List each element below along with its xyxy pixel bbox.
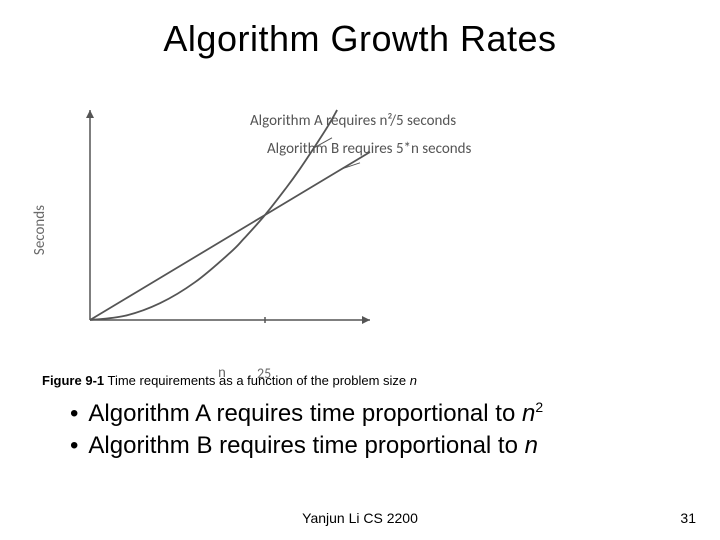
bullet-list: • Algorithm A requires time proportional… — [70, 398, 543, 463]
bullet-a-exp: 2 — [535, 399, 543, 415]
series-a-label: Algorithm A requires n²/5 seconds — [250, 112, 456, 130]
footer-center: Yanjun Li CS 2200 — [302, 510, 418, 526]
slide-title: Algorithm Growth Rates — [0, 0, 720, 60]
growth-chart: Seconds n 25 Algorithm A requires n²/5 s… — [50, 100, 510, 360]
chart-svg — [80, 100, 380, 330]
bullet-b-var: n — [525, 432, 538, 459]
bullet-b-prefix: Algorithm B requires time proportional t… — [88, 432, 524, 459]
bullet-dot-icon: • — [70, 430, 78, 462]
y-axis-label: Seconds — [31, 205, 49, 255]
caption-text: Time requirements as a function of the p… — [104, 373, 410, 388]
series-b-label: Algorithm B requires 5*n seconds — [267, 140, 471, 158]
bullet-b-text: Algorithm B requires time proportional t… — [88, 430, 538, 462]
caption-figure-number: Figure 9-1 — [42, 373, 104, 388]
figure-caption: Figure 9-1 Time requirements as a functi… — [42, 373, 417, 388]
caption-var: n — [410, 373, 417, 388]
bullet-a-prefix: Algorithm A requires time proportional t… — [88, 400, 522, 427]
bullet-a-text: Algorithm A requires time proportional t… — [88, 398, 543, 430]
page-number: 31 — [680, 510, 696, 526]
bullet-a: • Algorithm A requires time proportional… — [70, 398, 543, 430]
bullet-b: • Algorithm B requires time proportional… — [70, 430, 543, 462]
bullet-dot-icon: • — [70, 398, 78, 430]
bullet-a-var: n — [522, 400, 535, 427]
